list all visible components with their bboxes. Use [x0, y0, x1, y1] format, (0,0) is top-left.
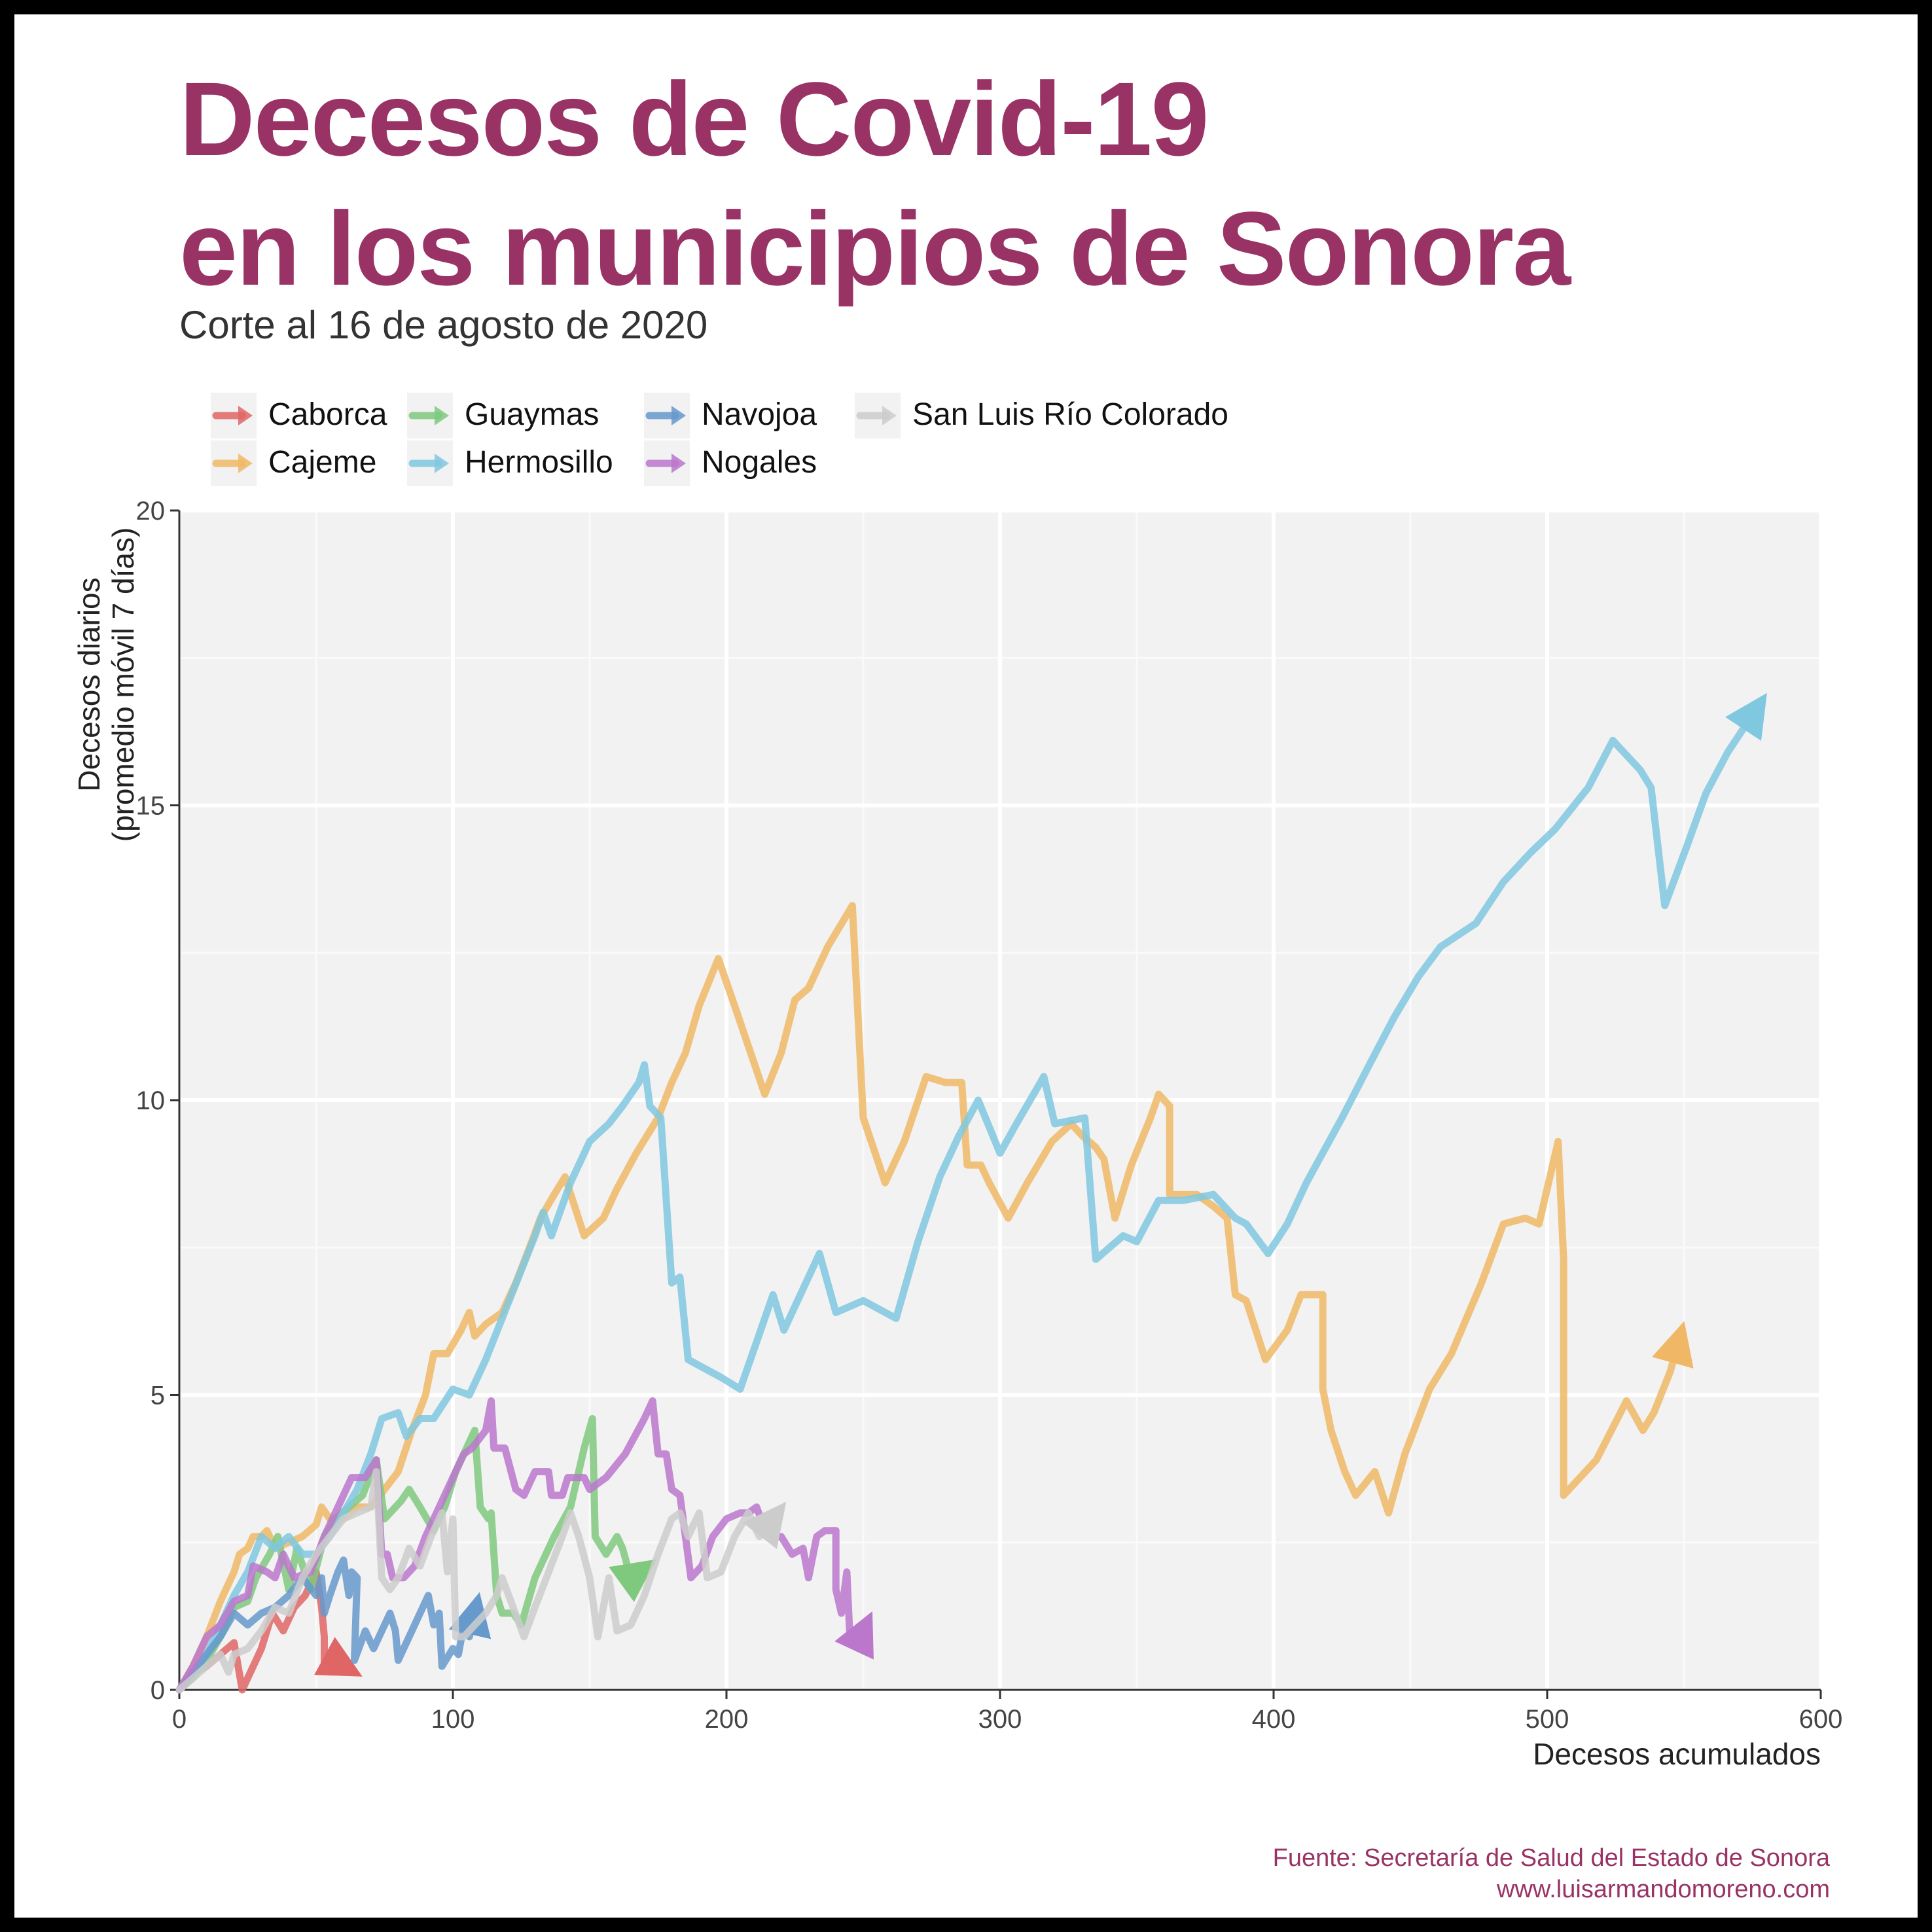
- legend-label-caborca: Caborca: [268, 397, 387, 432]
- legend-key-arrowhead: [435, 454, 449, 473]
- legend-label-cajeme: Cajeme: [268, 445, 377, 480]
- legend-label-guaymas: Guaymas: [465, 397, 599, 432]
- series-line-hermosillo: [175, 692, 1767, 1694]
- x-tick-label: 0: [172, 1705, 187, 1734]
- x-tick-label: 600: [1799, 1705, 1843, 1734]
- legend-key-arrowhead: [238, 454, 253, 473]
- chart-title-line-1: Decesos de Covid-19: [179, 60, 1209, 177]
- x-tick-label: 100: [431, 1705, 475, 1734]
- legend-key-guaymas: [407, 393, 453, 438]
- legend-label-san-luis-rio-colorado: San Luis Río Colorado: [912, 397, 1228, 432]
- arrow-icon: [408, 406, 449, 425]
- legend-key-arrowhead: [671, 454, 686, 473]
- y-tick-label: 10: [136, 1086, 166, 1115]
- chart-title-line-2: en los municipios de Sonora: [179, 190, 1571, 307]
- x-tick-label: 500: [1526, 1705, 1569, 1734]
- arrow-icon: [212, 406, 253, 425]
- y-tick-label: 15: [136, 792, 166, 821]
- arrow-icon: [645, 406, 686, 425]
- arrow-icon: [645, 454, 686, 473]
- legend-key-arrowhead: [671, 406, 686, 425]
- arrow-icon: [856, 406, 897, 425]
- line-chart: 0 100 200 300 400 500 600 0 5 10 15 20 Decesos acumu…: [72, 497, 1843, 1771]
- legend-key-arrowhead: [238, 406, 253, 425]
- y-tick-label: 5: [151, 1382, 165, 1410]
- legend-key-caborca: [211, 393, 257, 438]
- legend-key-arrowhead: [882, 406, 897, 425]
- figure-frame: { "chart_data": { "type": "line", "title…: [14, 14, 1918, 1918]
- legend-key-cajeme: [211, 440, 257, 486]
- y-axis-title-line: (promedio móvil 7 días): [106, 528, 140, 842]
- legend-key-navojoa: [644, 393, 690, 438]
- series-line-navojoa: [175, 1556, 492, 1694]
- y-axis-title-line: Decesos diarios: [72, 577, 106, 791]
- legend-key-nogales: [644, 440, 690, 486]
- legend-label-hermosillo: Hermosillo: [465, 445, 613, 480]
- arrow-icon: [408, 454, 449, 473]
- y-tick-label: 20: [136, 497, 166, 526]
- legend-key-arrowhead: [435, 406, 449, 425]
- source-credit: Fuente: Secretaría de Salud del Estado d…: [1272, 1844, 1830, 1872]
- x-tick-label: 300: [978, 1705, 1022, 1734]
- x-tick-label: 200: [705, 1705, 749, 1734]
- source-website: www.luisarmandomoreno.com: [1497, 1876, 1830, 1903]
- legend-key-hermosillo: [407, 440, 453, 486]
- legend-label-navojoa: Navojoa: [702, 397, 817, 432]
- arrow-icon: [212, 454, 253, 473]
- chart-subtitle: Corte al 16 de agosto de 2020: [179, 303, 708, 347]
- series-line-cajeme: [175, 902, 1694, 1694]
- x-axis-title: Decesos acumulados: [1533, 1737, 1821, 1771]
- series-line-san-luis-rio-colorado: [175, 1468, 787, 1694]
- y-axis-title: Decesos diarios(promedio móvil 7 días): [72, 528, 140, 842]
- y-tick-label: 0: [151, 1676, 165, 1705]
- legend-label-nogales: Nogales: [702, 445, 817, 480]
- legend-key-san-luis-rio-colorado: [855, 393, 901, 438]
- x-tick-label: 400: [1252, 1705, 1296, 1734]
